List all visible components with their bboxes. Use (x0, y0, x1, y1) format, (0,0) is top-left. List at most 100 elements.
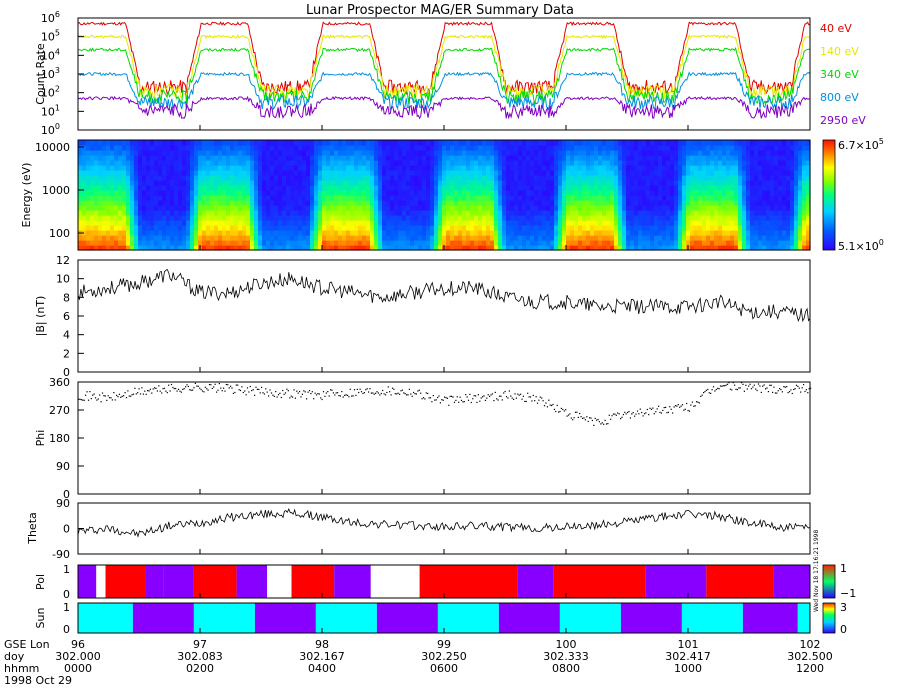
spectrogram-cell (762, 180, 767, 186)
spectrogram-cell (766, 150, 771, 156)
spectrogram-cell (762, 145, 767, 151)
spectrogram-cell (718, 245, 723, 251)
spectrogram-cell (458, 200, 463, 206)
spectrogram-cell (622, 140, 627, 146)
spectrogram-cell (170, 160, 175, 166)
spectrogram-cell (134, 190, 139, 196)
spectrogram-cell (154, 205, 159, 211)
spectrogram-cell (142, 205, 147, 211)
spectrogram-cell (606, 235, 611, 241)
spectrogram-cell (338, 155, 343, 161)
spectrogram-cell (706, 240, 711, 246)
spectrogram-cell (694, 190, 699, 196)
spectrogram-cell (670, 160, 675, 166)
spectrogram-cell (562, 235, 567, 241)
spectrogram-cell (278, 190, 283, 196)
spectrogram-cell (482, 240, 487, 246)
spectrogram-cell (706, 175, 711, 181)
spectrogram-cell (390, 210, 395, 216)
spectrogram-cell (234, 140, 239, 146)
spectrogram-cell (250, 245, 255, 251)
spectrogram-cell (162, 180, 167, 186)
phi-point (666, 412, 668, 414)
spectrogram-cell (642, 165, 647, 171)
spectrogram-cell (302, 235, 307, 241)
spectrogram-cell (498, 235, 503, 241)
spectrogram-cell (558, 175, 563, 181)
spectrogram-cell (750, 145, 755, 151)
spectrogram-cell (174, 190, 179, 196)
spectrogram-cell (150, 170, 155, 176)
spectrogram-cell (486, 175, 491, 181)
spectrogram-cell (234, 225, 239, 231)
spectrogram-cell (246, 215, 251, 221)
spectrogram-cell (202, 180, 207, 186)
spectrogram-cell (606, 165, 611, 171)
phi-point (304, 391, 306, 393)
spectrogram-cell (554, 210, 559, 216)
spectrogram-cell (310, 145, 315, 151)
phi-point (718, 388, 720, 390)
spectrogram-cell (246, 145, 251, 151)
spectrogram-cell (806, 155, 811, 161)
spectrogram-cell (270, 185, 275, 191)
spectrogram-cell (126, 210, 131, 216)
spectrogram-cell (202, 140, 207, 146)
spectrogram-cell (274, 215, 279, 221)
spectrogram-cell (162, 210, 167, 216)
spectrogram-cell (470, 140, 475, 146)
spectrogram-cell (602, 210, 607, 216)
spectrogram-cell (254, 170, 259, 176)
phi-point (735, 388, 737, 390)
phi-point (401, 389, 403, 391)
phi-point (317, 393, 319, 395)
spectrogram-cell (190, 205, 195, 211)
spectrogram-cell (694, 145, 699, 151)
spectrogram-cell (398, 195, 403, 201)
spectrogram-cell (634, 175, 639, 181)
spectrogram-cell (118, 215, 123, 221)
spectrogram-cell (758, 190, 763, 196)
spectrogram-cell (282, 225, 287, 231)
spectrogram-cell (322, 165, 327, 171)
spectrogram-cell (346, 200, 351, 206)
spectrogram-cell (114, 240, 119, 246)
spectrogram-cell (106, 160, 111, 166)
phi-point (679, 406, 681, 408)
spectrogram-cell (438, 185, 443, 191)
spectrogram-cell (294, 150, 299, 156)
spectrogram-cell (218, 215, 223, 221)
spectrogram-cell (678, 230, 683, 236)
spectrogram-cell (354, 155, 359, 161)
spectrogram-cell (762, 160, 767, 166)
spectrogram-cell (522, 150, 527, 156)
spectrogram-cell (662, 155, 667, 161)
spectrogram-cell (346, 185, 351, 191)
spectrogram-cell (402, 240, 407, 246)
spectrogram-cell (738, 235, 743, 241)
spectrogram-cell (790, 145, 795, 151)
spectrogram-cell (662, 210, 667, 216)
spectrogram-cell (650, 170, 655, 176)
spectrogram-cell (390, 230, 395, 236)
spectrogram-cell (714, 245, 719, 251)
spectrogram-cell (698, 220, 703, 226)
phi-point (622, 414, 624, 416)
spectrogram-cell (126, 140, 131, 146)
spectrogram-cell (270, 140, 275, 146)
spectrogram-cell (442, 230, 447, 236)
spectrogram-cell (610, 200, 615, 206)
spectrogram-cell (134, 180, 139, 186)
spectrogram-cell (546, 205, 551, 211)
spectrogram-cell (414, 225, 419, 231)
spectrogram-cell (478, 175, 483, 181)
figure-title: Lunar Prospector MAG/ER Summary Data (306, 3, 574, 18)
spectrogram-cell (450, 225, 455, 231)
spectrogram-cell (530, 145, 535, 151)
phi-point (352, 395, 354, 397)
spectrogram-cell (590, 215, 595, 221)
phi-point (420, 392, 422, 394)
spectrogram-cell (426, 180, 431, 186)
spectrogram-cell (310, 195, 315, 201)
spectrogram-cell (246, 150, 251, 156)
